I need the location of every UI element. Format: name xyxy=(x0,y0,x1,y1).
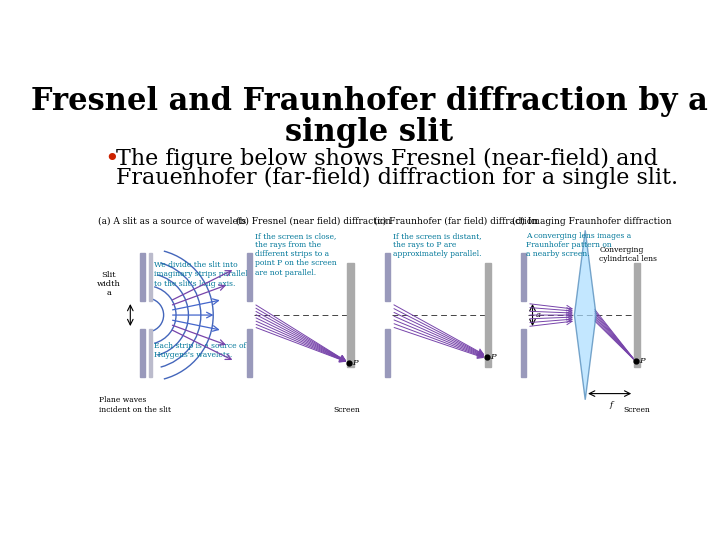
Text: P: P xyxy=(490,353,495,361)
Text: single slit: single slit xyxy=(285,117,453,148)
Text: P: P xyxy=(639,357,644,365)
Bar xyxy=(385,253,390,301)
Text: •: • xyxy=(104,148,119,171)
Text: a: a xyxy=(536,311,541,319)
Bar xyxy=(140,253,145,301)
Text: We divide the slit into
imaginary strips parallel
to the slit's long axis.: We divide the slit into imaginary strips… xyxy=(154,261,248,287)
Text: (b) Fresnel (near field) diffraction: (b) Fresnel (near field) diffraction xyxy=(235,217,391,226)
Text: Screen: Screen xyxy=(334,406,361,414)
Text: Frauenhofer (far-field) diffraction for a single slit.: Frauenhofer (far-field) diffraction for … xyxy=(117,166,678,188)
Text: (d) Imaging Fraunhofer diffraction: (d) Imaging Fraunhofer diffraction xyxy=(512,217,671,226)
Text: Fresnel and Fraunhofer diffraction by a: Fresnel and Fraunhofer diffraction by a xyxy=(30,86,708,117)
Text: f: f xyxy=(610,401,613,409)
Bar xyxy=(521,329,526,377)
Text: A converging lens images a
Fraunhofer pattern on
a nearby screen.: A converging lens images a Fraunhofer pa… xyxy=(526,232,631,258)
Text: If the screen is close,
the rays from the
different strips to a
point P on the s: If the screen is close, the rays from th… xyxy=(255,232,337,276)
Text: Slit
width
a: Slit width a xyxy=(96,271,120,298)
Text: (c) Fraunhofer (far field) diffraction: (c) Fraunhofer (far field) diffraction xyxy=(374,217,538,226)
Bar xyxy=(521,253,526,301)
Text: Each strip is a source of
Huygens's wavelets.: Each strip is a source of Huygens's wave… xyxy=(154,342,246,359)
Bar xyxy=(140,329,145,377)
Polygon shape xyxy=(575,231,596,400)
Bar xyxy=(247,253,253,301)
Text: If the screen is distant,
the rays to P are
approximately parallel.: If the screen is distant, the rays to P … xyxy=(393,232,482,258)
Text: (a) A slit as a source of wavelets: (a) A slit as a source of wavelets xyxy=(98,217,246,226)
Bar xyxy=(385,329,390,377)
Bar xyxy=(634,262,640,367)
Bar xyxy=(247,329,253,377)
Bar xyxy=(149,329,152,377)
Text: Converging
cylindrical lens: Converging cylindrical lens xyxy=(599,246,657,263)
Text: P: P xyxy=(352,359,358,367)
Text: The figure below shows Fresnel (near-field) and: The figure below shows Fresnel (near-fie… xyxy=(117,148,658,170)
Text: Screen: Screen xyxy=(624,406,651,414)
Bar xyxy=(485,262,492,367)
Bar xyxy=(347,262,354,367)
Text: Plane waves
incident on the slit: Plane waves incident on the slit xyxy=(99,396,171,414)
Bar xyxy=(149,253,152,301)
